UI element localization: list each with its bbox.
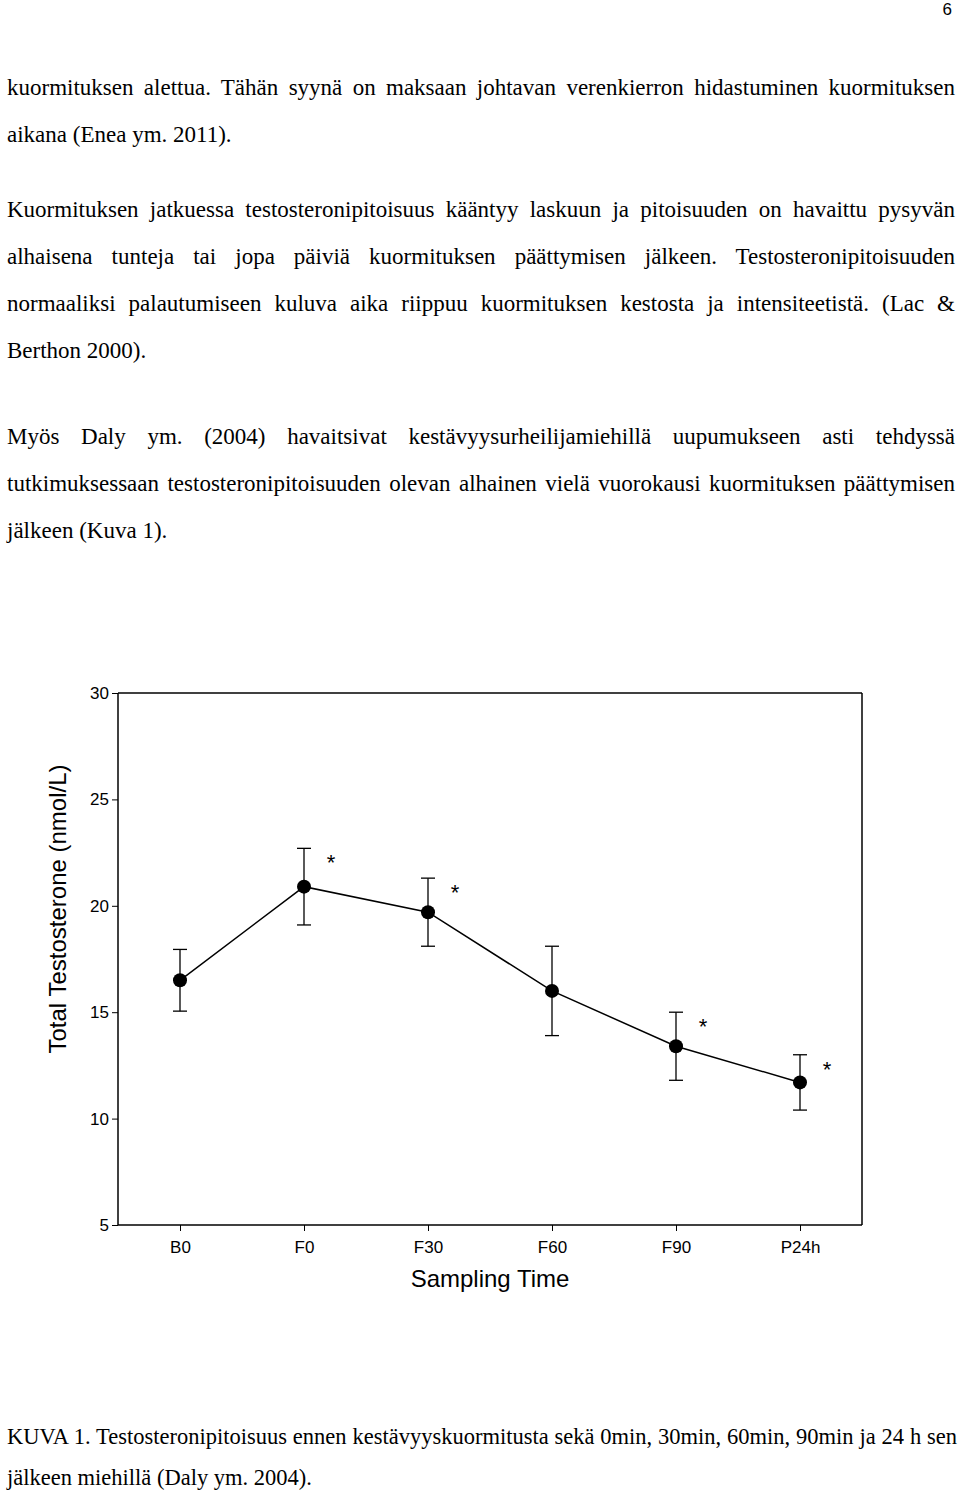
- x-axis: B0 F0 F30 F60 F90 P24h: [118, 1225, 862, 1257]
- error-bar-cap: [545, 1035, 559, 1036]
- error-bar: [297, 848, 311, 925]
- y-tick-label: 15: [90, 1003, 109, 1022]
- data-point: [173, 973, 187, 987]
- y-tick: 15: [90, 1003, 118, 1022]
- y-tick: 20: [90, 897, 118, 916]
- y-axis: 5 10 15 20 25 30: [90, 684, 118, 1235]
- y-tick-mark: [112, 693, 118, 694]
- x-tick-mark: [552, 1225, 553, 1231]
- error-bar: [173, 949, 187, 1011]
- page-number: 6: [943, 0, 952, 20]
- x-tick-mark: [180, 1225, 181, 1231]
- x-tick-mark: [800, 1225, 801, 1231]
- y-tick-label: 25: [90, 790, 109, 809]
- error-bar-cap: [793, 1054, 807, 1055]
- x-tick: F60: [538, 1225, 567, 1257]
- error-bar-cap: [793, 1109, 807, 1110]
- data-point: [669, 1039, 683, 1053]
- error-bar: [545, 946, 559, 1035]
- frame-top: [118, 692, 862, 694]
- y-tick: 25: [90, 790, 118, 809]
- error-bar-cap: [173, 949, 187, 950]
- data-point: [545, 984, 559, 998]
- paragraph: Kuormituksen jatkuessa testosteronipitoi…: [7, 186, 955, 374]
- frame-right: [861, 693, 863, 1225]
- y-tick-mark: [112, 1225, 118, 1226]
- y-axis-line: [117, 693, 119, 1225]
- x-tick: P24h: [781, 1225, 821, 1257]
- x-tick-label: B0: [170, 1238, 191, 1257]
- x-tick-label: F60: [538, 1238, 567, 1257]
- y-tick-mark: [112, 799, 118, 800]
- significance-marker: *: [451, 880, 460, 905]
- paragraph: Myös Daly ym. (2004) havaitsivat kestävy…: [7, 413, 955, 554]
- error-bar-cap: [421, 877, 435, 878]
- y-tick: 30: [90, 684, 118, 703]
- chart: 5 10 15 20 25 30 B0 F0 F30 F60 F90 P24h Sampling Tim…: [0, 0, 960, 1494]
- y-tick-mark: [112, 906, 118, 907]
- y-tick-label: 5: [100, 1216, 109, 1235]
- x-tick-mark: [304, 1225, 305, 1231]
- error-bar: [421, 878, 435, 946]
- significance-marker: *: [823, 1057, 832, 1082]
- x-tick: B0: [170, 1225, 191, 1257]
- x-axis-title: Sampling Time: [411, 1265, 570, 1292]
- data-point: [297, 880, 311, 894]
- y-tick-mark: [112, 1119, 118, 1120]
- y-tick-label: 10: [90, 1110, 109, 1129]
- y-axis-title: Total Testosterone (nmol/L): [44, 764, 71, 1053]
- x-tick-mark: [676, 1225, 677, 1231]
- significance-marker: *: [327, 850, 336, 875]
- y-tick-label: 30: [90, 684, 109, 703]
- x-tick: F0: [295, 1225, 315, 1257]
- x-axis-line: [118, 1224, 862, 1226]
- error-bar-cap: [421, 946, 435, 947]
- x-tick: F90: [662, 1225, 691, 1257]
- data-point: [793, 1075, 807, 1089]
- error-bar-cap: [669, 1080, 683, 1081]
- error-bar-cap: [545, 946, 559, 947]
- plot-area: [173, 848, 807, 1110]
- y-tick: 5: [100, 1216, 118, 1235]
- x-tick: F30: [414, 1225, 443, 1257]
- x-tick-label: F0: [295, 1238, 315, 1257]
- error-bar-cap: [173, 1010, 187, 1011]
- caption: KUVA 1. Testosteronipitoisuus ennen kest…: [7, 1416, 957, 1494]
- error-bar: [669, 1012, 683, 1080]
- paragraph: kuormituksen alettua. Tähän syynä on mak…: [7, 64, 955, 158]
- x-tick-label: P24h: [781, 1238, 821, 1257]
- y-tick-mark: [112, 1012, 118, 1013]
- x-tick-label: F30: [414, 1238, 443, 1257]
- y-tick-label: 20: [90, 897, 109, 916]
- y-tick: 10: [90, 1110, 118, 1129]
- error-bar-cap: [297, 848, 311, 849]
- error-bar-cap: [669, 1012, 683, 1013]
- data-point: [421, 905, 435, 919]
- error-bar-cap: [297, 924, 311, 925]
- x-tick-mark: [428, 1225, 429, 1231]
- significance-marker: *: [699, 1014, 708, 1039]
- error-bar: [793, 1055, 807, 1110]
- x-tick-label: F90: [662, 1238, 691, 1257]
- data-line: [180, 887, 800, 1083]
